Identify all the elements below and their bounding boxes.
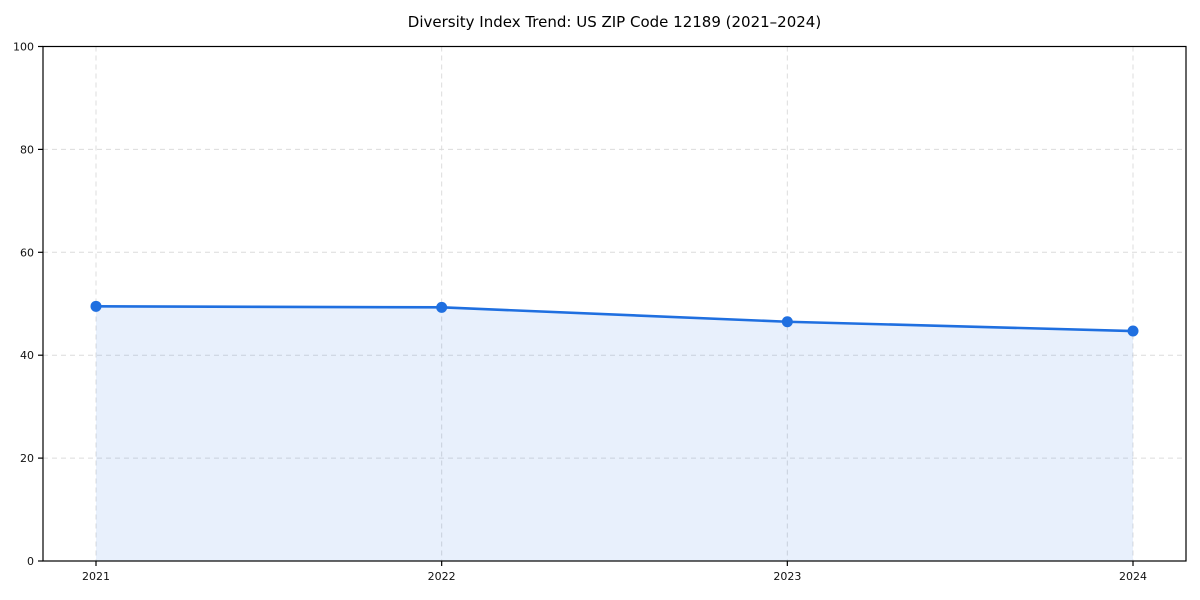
y-axis-tick-label: 0 — [27, 555, 34, 568]
area-fill — [96, 306, 1133, 561]
x-axis-tick-label: 2024 — [1119, 570, 1147, 583]
x-axis-tick-label: 2023 — [773, 570, 801, 583]
y-axis-tick-label: 40 — [20, 349, 34, 362]
data-point-2023 — [781, 316, 793, 328]
trend-line — [94, 305, 1135, 333]
data-point-2021 — [90, 300, 102, 312]
y-axis-tick-label: 60 — [20, 246, 34, 259]
data-point-2022 — [436, 301, 448, 313]
x-axis-tick-label: 2022 — [428, 570, 456, 583]
plot-border — [42, 45, 1187, 562]
x-axis-tick-label: 2021 — [82, 570, 110, 583]
y-axis-tick-label: 20 — [20, 452, 34, 465]
data-point-2024 — [1127, 325, 1139, 337]
y-axis-tick-label: 80 — [20, 143, 34, 156]
chart-title: Diversity Index Trend: US ZIP Code 12189… — [407, 13, 822, 31]
y-axis-tick-label: 100 — [13, 41, 34, 54]
